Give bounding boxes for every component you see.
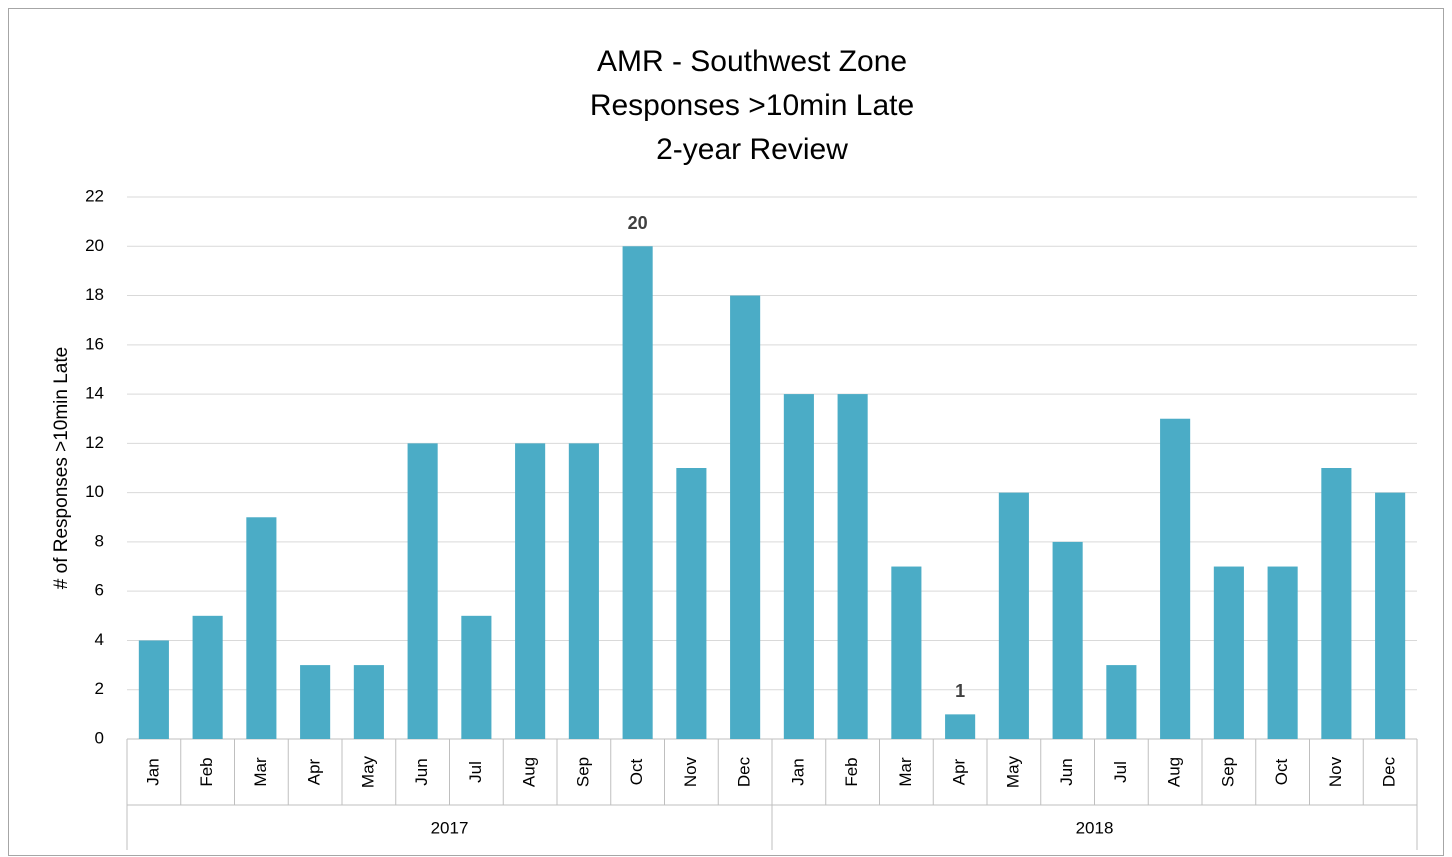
x-tick-label: May — [1003, 755, 1022, 788]
bar — [730, 295, 761, 739]
x-tick-label: Oct — [1272, 759, 1291, 786]
x-tick-label: Jan — [788, 758, 807, 785]
x-tick-label: Dec — [735, 756, 754, 787]
bar — [192, 615, 223, 739]
x-tick-label: Apr — [950, 758, 969, 785]
bar — [676, 468, 707, 739]
x-tick-label: Apr — [305, 758, 324, 785]
chart-title: Responses >10min Late — [590, 89, 914, 122]
group-label: 2018 — [1076, 818, 1114, 837]
x-tick-label: Jul — [1111, 761, 1130, 783]
y-tick-label: 6 — [95, 581, 104, 600]
group-label: 2017 — [431, 818, 469, 837]
bar — [1052, 541, 1083, 739]
y-tick-label: 16 — [85, 334, 104, 353]
bar — [138, 640, 169, 739]
bar — [945, 714, 976, 739]
bar — [461, 615, 492, 739]
x-tick-label: Sep — [1218, 757, 1237, 787]
y-axis-label: # of Responses >10min Late — [51, 347, 72, 589]
y-tick-label: 0 — [95, 728, 104, 747]
x-tick-label: Oct — [627, 759, 646, 786]
bar — [622, 246, 653, 740]
y-tick-label: 2 — [95, 679, 104, 698]
y-tick-label: 12 — [85, 433, 104, 452]
x-tick-label: Aug — [1165, 757, 1184, 787]
x-tick-label: Sep — [573, 757, 592, 787]
bar — [568, 443, 599, 739]
bar — [246, 517, 277, 739]
y-tick-label: 14 — [85, 384, 104, 403]
bar — [407, 443, 438, 739]
x-tick-label: Aug — [520, 757, 539, 787]
x-tick-label: Nov — [681, 756, 700, 787]
x-tick-label: Jan — [143, 758, 162, 785]
chart-title: 2-year Review — [656, 133, 848, 166]
bar — [353, 665, 384, 739]
y-tick-label: 4 — [95, 630, 104, 649]
y-tick-label: 8 — [95, 531, 104, 550]
y-tick-label: 20 — [85, 236, 104, 255]
bar — [1267, 566, 1298, 739]
x-tick-label: Feb — [197, 757, 216, 786]
bar — [891, 566, 922, 739]
x-tick-label: Feb — [842, 757, 861, 786]
bar — [998, 492, 1029, 739]
y-tick-label: 22 — [85, 186, 104, 205]
bar — [1213, 566, 1244, 739]
bar — [837, 394, 868, 739]
bar — [1106, 665, 1137, 739]
bar — [783, 394, 814, 739]
x-tick-label: May — [358, 755, 377, 788]
x-tick-label: Mar — [896, 757, 915, 787]
data-label: 20 — [628, 213, 648, 233]
x-tick-label: Dec — [1380, 756, 1399, 787]
bar — [300, 665, 331, 739]
bar — [1321, 468, 1352, 739]
x-tick-label: Nov — [1326, 756, 1345, 787]
chart-title: AMR - Southwest Zone — [597, 45, 907, 78]
bar — [1375, 492, 1406, 739]
y-tick-label: 10 — [85, 482, 104, 501]
data-label: 1 — [955, 681, 965, 701]
bar — [1160, 418, 1191, 739]
x-tick-label: Mar — [251, 757, 270, 787]
y-tick-label: 18 — [85, 285, 104, 304]
x-tick-label: Jul — [466, 761, 485, 783]
x-tick-label: Jun — [412, 758, 431, 785]
x-tick-label: Jun — [1057, 758, 1076, 785]
bar — [515, 443, 546, 739]
